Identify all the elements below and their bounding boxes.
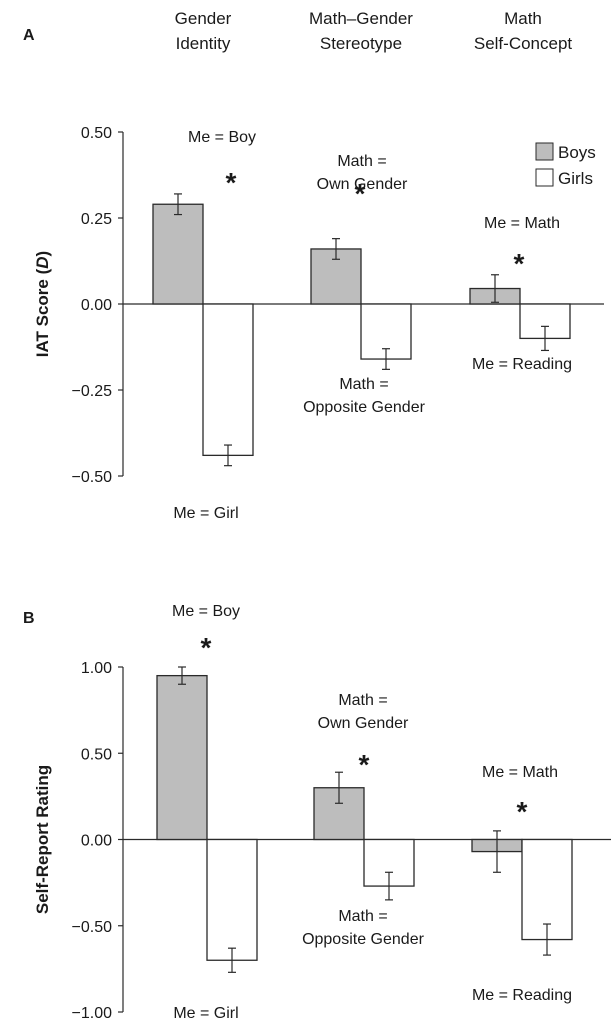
annotation-bottom: Me = Reading <box>472 987 572 1004</box>
annotation-bottom: Me = Girl <box>173 1005 238 1022</box>
header-gender-identity-line1: Gender <box>175 9 232 28</box>
legend-label-boys: Boys <box>558 143 596 162</box>
y-axis-label: Self-Report Rating <box>33 765 52 914</box>
annotation-bottom: Me = Girl <box>173 505 238 522</box>
legend-label-girls: Girls <box>558 169 593 188</box>
annotation-bottom: Me = Reading <box>472 356 572 373</box>
y-tick-label: 0.00 <box>81 297 112 314</box>
error-bar <box>228 947 236 973</box>
annotation-bottom: Math = <box>339 376 388 393</box>
panel-b: B 1.00 0.50 0.00 −0.50 −1.00 Self-Report Ratin… <box>23 603 611 1022</box>
legend-swatch-boys <box>535 142 554 161</box>
y-tick-label: 0.50 <box>81 125 112 142</box>
error-bar <box>385 871 393 901</box>
error-bar <box>491 274 499 303</box>
annotation-top: Me = Boy <box>188 129 256 146</box>
annotation-top: Me = Math <box>482 764 558 781</box>
panel-letter: A <box>23 27 35 44</box>
significance-star: * <box>517 796 528 827</box>
error-bar <box>543 923 551 956</box>
legend-swatch-girls <box>535 168 554 187</box>
column-headers: Gender Identity Math–Gender Stereotype M… <box>175 9 573 53</box>
error-bar <box>174 193 182 216</box>
annotation-top: Me = Boy <box>172 603 240 620</box>
significance-star: * <box>514 248 525 279</box>
error-bar <box>382 348 390 370</box>
annotation-top: Math = <box>338 692 387 709</box>
header-math-gender-stereotype-line1: Math–Gender <box>309 9 413 28</box>
error-bar <box>178 666 186 685</box>
annotation-top: Math = <box>337 153 386 170</box>
panel-a: A 0.50 0.25 0.00 −0.25 −0.50 IAT Score (D) * * * M… <box>23 27 604 522</box>
annotation-top: Own Gender <box>318 715 409 732</box>
bar-boys <box>156 674 208 841</box>
significance-star: * <box>359 749 370 780</box>
error-bar <box>335 771 343 804</box>
bar-girls <box>202 303 254 457</box>
header-math-gender-stereotype-line2: Stereotype <box>320 34 402 53</box>
annotation-bottom: Opposite Gender <box>303 399 426 416</box>
bar-girls <box>521 838 573 941</box>
annotation-bottom: Math = <box>338 908 387 925</box>
y-axis-label: IAT Score (D) <box>33 251 52 357</box>
annotation-top: Own Gender <box>317 176 408 193</box>
annotation-bottom: Opposite Gender <box>302 931 425 948</box>
y-tick-label: −0.50 <box>72 469 113 486</box>
y-tick-label: −0.25 <box>72 383 113 400</box>
y-tick-label: −0.50 <box>72 919 113 936</box>
header-math-self-concept-line1: Math <box>504 9 542 28</box>
y-tick-label: 0.00 <box>81 833 112 850</box>
y-tick-label: 0.25 <box>81 211 112 228</box>
y-tick-label: 0.50 <box>81 746 112 763</box>
significance-star: * <box>355 178 366 209</box>
bar-girls <box>206 838 258 961</box>
bar-boys <box>152 203 204 305</box>
annotation-top: Me = Math <box>484 215 560 232</box>
error-bar <box>541 325 549 352</box>
y-tick-label: 1.00 <box>81 660 112 677</box>
error-bar <box>332 238 340 260</box>
significance-star: * <box>226 167 237 198</box>
significance-star: * <box>201 632 212 663</box>
header-gender-identity-line2: Identity <box>176 34 231 53</box>
header-math-self-concept-line2: Self-Concept <box>474 34 573 53</box>
error-bar <box>493 830 501 873</box>
panel-letter: B <box>23 610 35 627</box>
legend: Boys Girls <box>535 142 596 188</box>
y-tick-label: −1.00 <box>72 1005 113 1022</box>
error-bar <box>224 444 232 467</box>
